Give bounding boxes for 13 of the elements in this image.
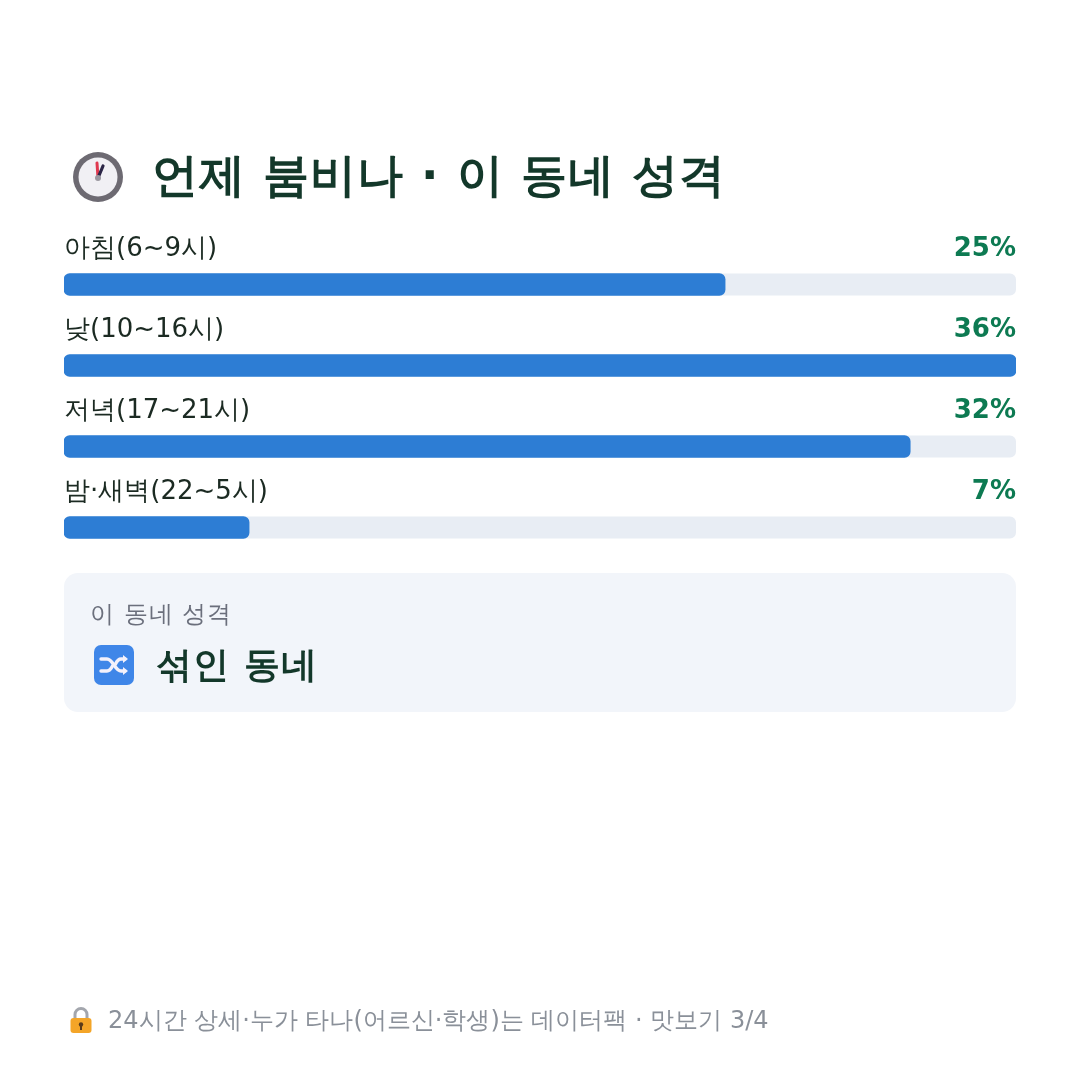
data-label: 36% [953,313,1016,344]
chart-title: 언제 붐비나 · 이 동네 성격 [152,147,726,204]
y-tick-label: 저녁(17~21시) [64,394,251,425]
bar [64,516,250,539]
data-label: 7% [971,475,1016,506]
y-tick-label: 낮(10~16시) [64,313,225,344]
data-label: 32% [953,394,1016,425]
data-label: 25% [953,232,1016,263]
y-tick-label: 밤·새벽(22~5시) [64,475,268,506]
text: 섞인 동네 [156,643,318,687]
text: 이 동네 성격 [90,599,233,629]
text: 24시간 상세·누가 타나(어르신·학생)는 데이터팩 · 맛보기 3/4 [108,1005,769,1036]
y-tick-label: 아침(6~9시) [64,232,218,263]
